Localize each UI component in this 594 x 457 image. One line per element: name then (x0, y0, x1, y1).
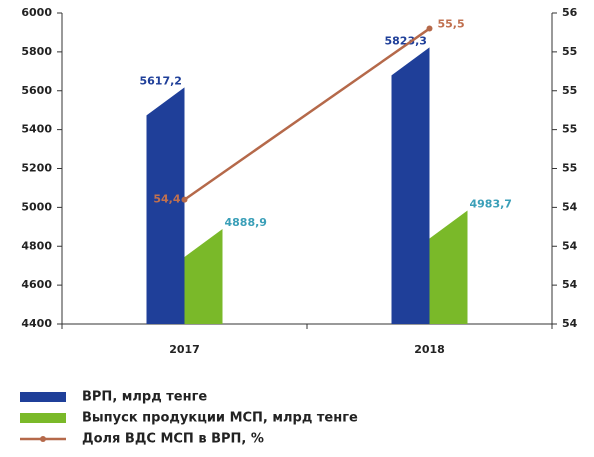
line (183, 27, 431, 201)
value-label: 4888,9 (225, 216, 267, 229)
x-tick-label: 2018 (414, 343, 445, 356)
legend-swatch (20, 392, 66, 402)
value-label: 55,5 (438, 18, 465, 31)
y2-tick-label: 54 (562, 239, 578, 252)
bar (146, 87, 185, 324)
legend-swatch (40, 436, 46, 442)
y2-tick-label: 54 (562, 278, 578, 291)
value-label: 54,4 (153, 193, 180, 206)
y-tick-label: 4600 (21, 278, 52, 291)
legend-swatch (20, 413, 66, 423)
value-label: 4983,7 (470, 198, 512, 211)
legend-label: Выпуск продукции МСП, млрд тенге (82, 411, 358, 426)
legend-label: ВРП, млрд тенге (82, 390, 207, 405)
y2-tick-label: 54 (562, 200, 578, 213)
line-marker (426, 25, 433, 32)
y-tick-label: 4400 (21, 317, 52, 330)
y-tick-label: 5400 (21, 123, 52, 136)
y-tick-label: 4800 (21, 239, 52, 252)
y-tick-label: 5000 (21, 200, 52, 213)
y-tick-label: 5200 (21, 162, 52, 175)
y-tick-label: 6000 (21, 6, 52, 19)
y-tick-label: 5600 (21, 84, 52, 97)
bar (391, 47, 430, 324)
legend-label: Доля ВДС МСП в ВРП, % (82, 432, 264, 447)
y-tick-label: 5800 (21, 45, 52, 58)
y2-tick-label: 55 (562, 123, 577, 136)
bar (429, 210, 468, 324)
y2-tick-label: 55 (562, 162, 577, 175)
x-tick-label: 2017 (169, 343, 200, 356)
y2-tick-label: 56 (562, 6, 578, 19)
y2-tick-label: 55 (562, 45, 577, 58)
y2-tick-label: 55 (562, 84, 577, 97)
line-marker (181, 196, 188, 203)
bar (184, 228, 223, 324)
y2-tick-label: 54 (562, 317, 578, 330)
value-label: 5617,2 (140, 74, 182, 87)
